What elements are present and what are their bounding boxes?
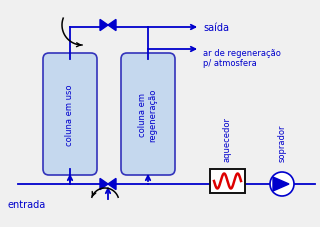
Text: coluna em uso: coluna em uso: [66, 84, 75, 145]
Polygon shape: [108, 179, 116, 190]
FancyBboxPatch shape: [43, 54, 97, 175]
Text: soprador: soprador: [277, 124, 286, 161]
Text: saída: saída: [203, 23, 229, 33]
Polygon shape: [273, 177, 289, 191]
FancyBboxPatch shape: [121, 54, 175, 175]
Circle shape: [270, 172, 294, 196]
Polygon shape: [100, 20, 108, 32]
Bar: [210, 169, 245, 193]
Polygon shape: [108, 20, 116, 32]
Text: ar de regeneração
p/ atmosfera: ar de regeneração p/ atmosfera: [203, 49, 281, 68]
Text: aquecedor: aquecedor: [223, 116, 232, 161]
Polygon shape: [100, 179, 108, 190]
Text: entrada: entrada: [8, 199, 46, 209]
Text: coluna em
regeneração: coluna em regeneração: [138, 88, 158, 141]
